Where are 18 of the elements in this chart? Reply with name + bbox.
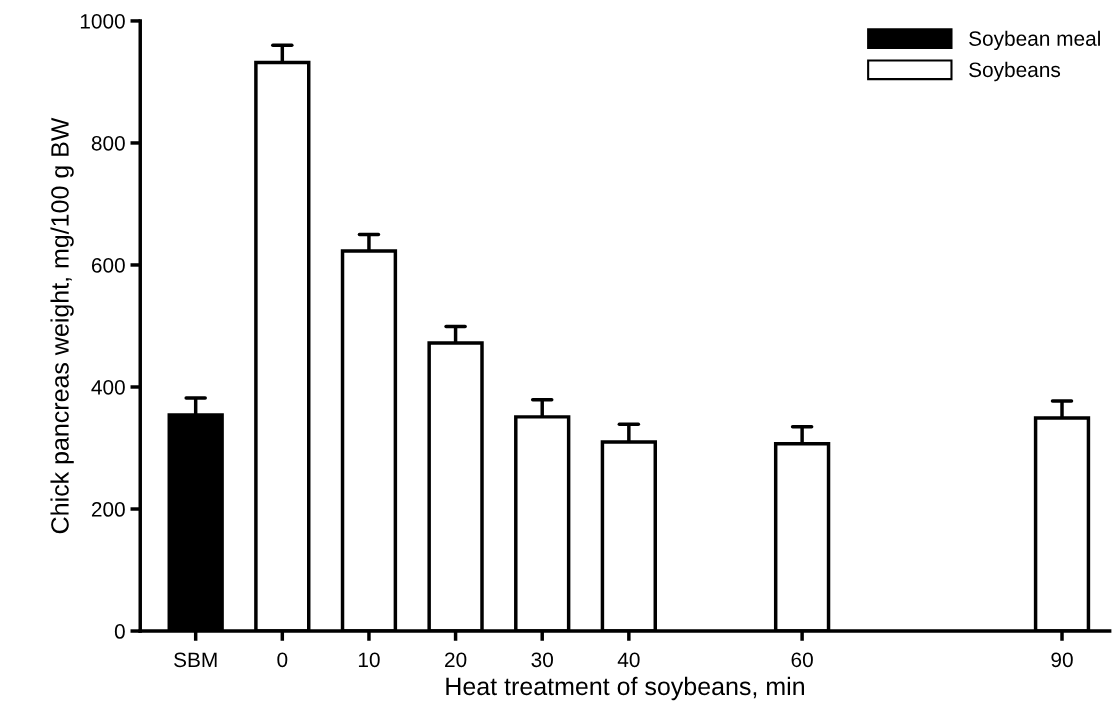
y-tick-label: 0 xyxy=(114,624,125,639)
legend-label: Soybean meal xyxy=(969,30,1100,51)
y-tick-label: 200 xyxy=(91,502,125,517)
x-tick-label: 20 xyxy=(445,652,467,668)
x-tick-label: 30 xyxy=(531,652,553,668)
y-tick-label: 400 xyxy=(91,379,125,395)
y-tick-label: 600 xyxy=(91,257,125,273)
legend-label: Soybeans xyxy=(969,61,1061,82)
x-tick-label: 10 xyxy=(358,652,380,668)
x-axis-title: Heat treatment of soybeans, min xyxy=(446,676,804,701)
x-tick-label: SBM xyxy=(174,652,217,668)
x-tick-label: 60 xyxy=(791,652,813,668)
x-tick-label: 0 xyxy=(277,652,288,668)
y-axis-title: Chick pancreas weight, mg/100 g BW xyxy=(50,117,74,534)
y-tick-label: 1000 xyxy=(80,13,125,29)
y-tick-label: 800 xyxy=(91,135,125,151)
x-tick-label: 90 xyxy=(1051,652,1073,668)
x-tick-label: 40 xyxy=(617,652,640,668)
